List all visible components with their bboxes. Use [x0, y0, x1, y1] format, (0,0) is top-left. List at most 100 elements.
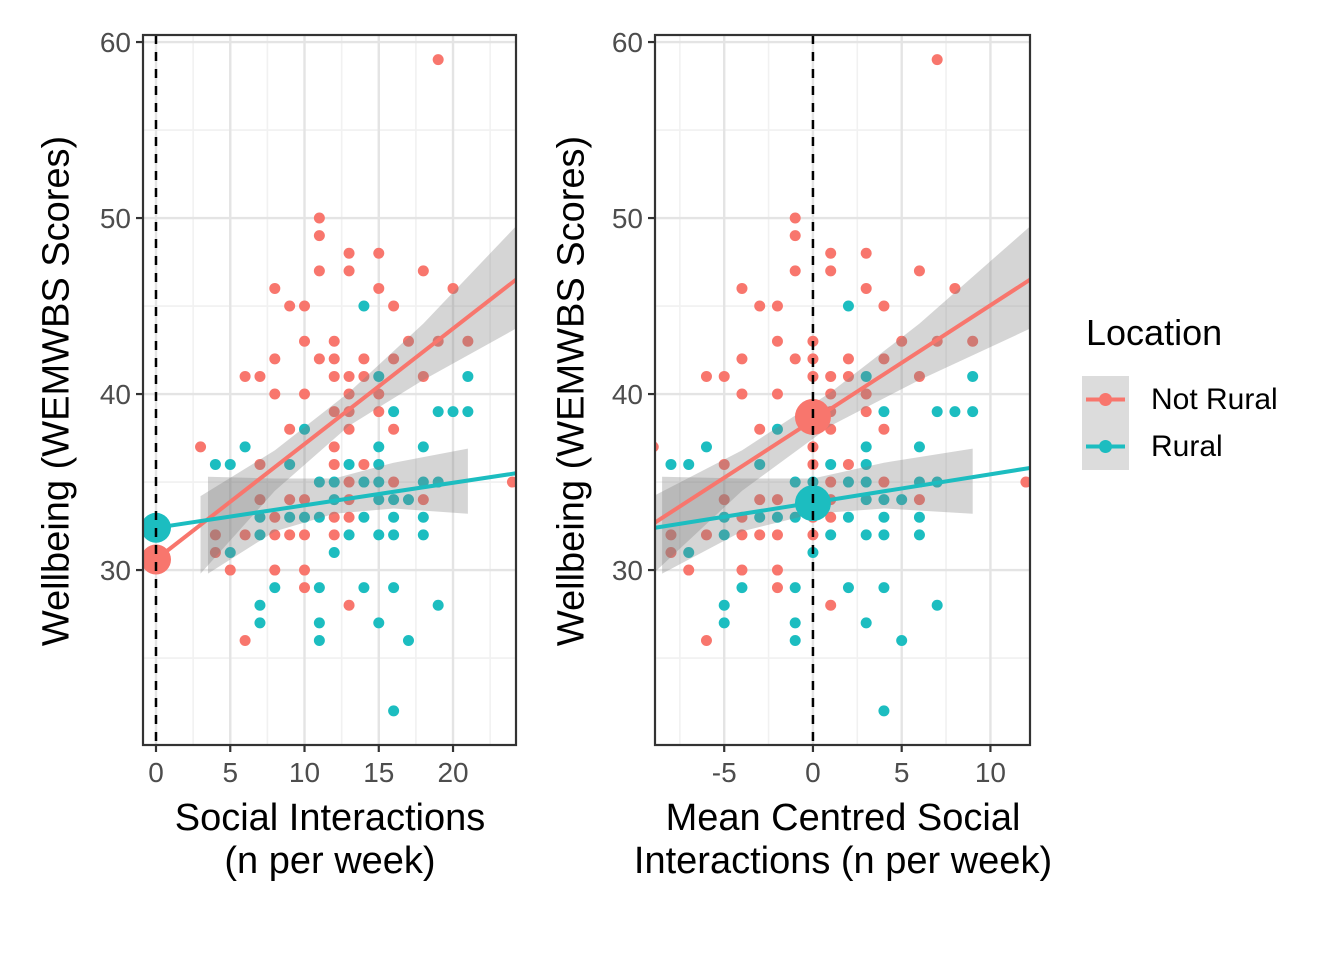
data-point	[878, 529, 890, 541]
data-point	[299, 300, 311, 312]
data-point	[825, 388, 837, 400]
data-point	[842, 511, 854, 523]
data-point	[254, 511, 266, 523]
x-tick-label: 10	[289, 757, 320, 788]
data-point	[789, 511, 801, 523]
gridlines	[143, 35, 516, 745]
data-point	[269, 353, 281, 365]
data-point	[771, 529, 783, 541]
data-point	[284, 300, 296, 312]
data-point	[771, 511, 783, 523]
x-tick-label: 20	[437, 757, 468, 788]
data-point	[373, 441, 385, 453]
data-point	[313, 265, 325, 277]
data-point	[718, 370, 730, 382]
data-point	[718, 617, 730, 629]
regression-line	[154, 278, 516, 562]
data-point	[754, 458, 766, 470]
data-point	[878, 494, 890, 506]
data-point	[358, 353, 370, 365]
data-point	[665, 458, 677, 470]
data-point	[860, 458, 872, 470]
data-point	[343, 458, 355, 470]
data-point	[373, 370, 385, 382]
data-point	[254, 529, 266, 541]
legend-label-not-rural: Not Rural	[1151, 382, 1278, 416]
data-point	[754, 529, 766, 541]
data-point	[842, 582, 854, 594]
data-point	[432, 599, 444, 611]
data-point	[913, 265, 925, 277]
data-point	[284, 511, 296, 523]
data-point	[343, 599, 355, 611]
data-point	[313, 634, 325, 646]
legend-key-not-rural-icon	[1082, 376, 1129, 423]
data-point	[665, 529, 677, 541]
mean-point	[143, 512, 171, 543]
x-tick-label: 5	[222, 757, 238, 788]
y-tick-label: 60	[100, 27, 131, 58]
data-point	[313, 230, 325, 242]
data-point	[313, 511, 325, 523]
data-point	[1020, 476, 1030, 488]
data-point	[284, 458, 296, 470]
data-point	[754, 511, 766, 523]
data-point	[913, 494, 925, 506]
data-point	[842, 300, 854, 312]
data-point	[771, 494, 783, 506]
data-point	[373, 529, 385, 541]
data-point	[328, 546, 340, 558]
data-point	[284, 494, 296, 506]
data-point	[299, 388, 311, 400]
data-point	[878, 511, 890, 523]
regression-line	[155, 471, 516, 530]
data-point	[343, 247, 355, 259]
data-point	[683, 564, 695, 576]
data-point	[825, 458, 837, 470]
data-point	[447, 406, 459, 418]
data-point	[754, 494, 766, 506]
data-point	[239, 634, 251, 646]
scatter-points	[195, 54, 516, 717]
data-point	[417, 370, 429, 382]
data-point	[417, 476, 429, 488]
data-point	[388, 476, 400, 488]
data-point	[328, 441, 340, 453]
data-point	[388, 705, 400, 717]
data-point	[254, 617, 266, 629]
data-point	[358, 370, 370, 382]
data-point	[771, 423, 783, 435]
y-tick-label: 40	[612, 379, 643, 410]
data-point	[949, 282, 961, 294]
data-point	[224, 458, 236, 470]
data-point	[343, 388, 355, 400]
data-point	[299, 494, 311, 506]
data-point	[373, 388, 385, 400]
data-point	[269, 282, 281, 294]
data-point	[373, 406, 385, 418]
data-point	[388, 494, 400, 506]
data-point	[878, 406, 890, 418]
data-point	[462, 370, 474, 382]
data-point	[299, 423, 311, 435]
data-point	[195, 441, 207, 453]
data-point	[209, 458, 221, 470]
data-point	[842, 370, 854, 382]
data-point	[239, 370, 251, 382]
data-point	[269, 511, 281, 523]
regression-line	[655, 465, 1030, 530]
data-point	[388, 423, 400, 435]
data-point	[665, 546, 677, 558]
data-point	[967, 335, 979, 347]
data-point	[736, 282, 748, 294]
data-point	[373, 247, 385, 259]
legend-title: Location	[1086, 312, 1223, 353]
data-point	[343, 265, 355, 277]
x-tick-label: 15	[363, 757, 394, 788]
panel-border	[653, 33, 1032, 747]
panel-background	[655, 35, 1030, 745]
data-point	[789, 230, 801, 242]
data-point	[860, 370, 872, 382]
data-point	[313, 212, 325, 224]
